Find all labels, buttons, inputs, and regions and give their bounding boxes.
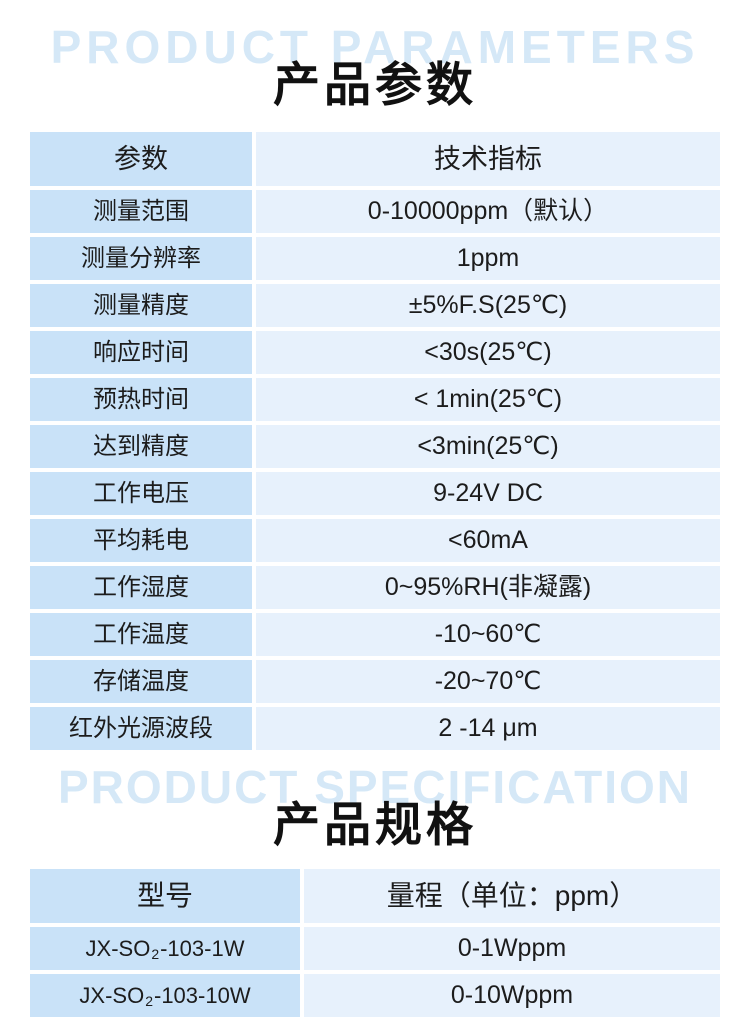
specification-table: 型号 量程（单位：ppm） JX-SO 2 -103-1W 0-1Wppm JX-S…: [30, 869, 720, 1018]
parameter-label: 工作温度: [30, 613, 252, 657]
model-prefix: JX-SO: [85, 935, 151, 961]
parameter-label: 平均耗电: [30, 519, 252, 563]
parameter-label: 响应时间: [30, 331, 252, 375]
parameters-table: 参数 技术指标 测量范围 0-10000ppm（默认） 测量分辨率 1ppm 测…: [30, 132, 720, 751]
parameter-value: 0~95%RH(非凝露): [256, 566, 720, 610]
model-suffix: -103-10W: [154, 982, 251, 1008]
parameter-label: 达到精度: [30, 425, 252, 469]
parameters-title: 产品参数: [273, 58, 477, 111]
specification-table-header-range: 量程（单位：ppm）: [304, 869, 720, 924]
parameter-value: -20~70℃: [256, 660, 720, 704]
parameter-label: 存储温度: [30, 660, 252, 704]
model-subscript: 2: [145, 993, 153, 1010]
parameter-value: 2 -14 μm: [256, 707, 720, 751]
specification-table-header-model: 型号: [30, 869, 300, 924]
parameter-value: -10~60℃: [256, 613, 720, 657]
model-suffix: -103-1W: [160, 935, 245, 961]
parameters-watermark: PRODUCT PARAMETERS: [50, 21, 700, 73]
parameter-label: 测量分辨率: [30, 237, 252, 281]
parameters-table-header-spec: 技术指标: [256, 132, 720, 187]
model-cell: JX-SO 2 -103-1W: [30, 927, 300, 971]
parameter-label: 工作湿度: [30, 566, 252, 610]
range-cell: 0-1Wppm: [304, 927, 720, 971]
parameter-value: <3min(25℃): [256, 425, 720, 469]
parameter-value: ±5%F.S(25℃): [256, 284, 720, 328]
parameter-value: < 1min(25℃): [256, 378, 720, 422]
parameter-value: <30s(25℃): [256, 331, 720, 375]
range-cell: 0-10Wppm: [304, 974, 720, 1018]
model-cell: JX-SO 2 -103-10W: [30, 974, 300, 1018]
specification-watermark: PRODUCT SPECIFICATION: [57, 761, 693, 814]
parameter-label: 红外光源波段: [30, 707, 252, 751]
parameter-value: 0-10000ppm（默认）: [256, 190, 720, 234]
model-prefix: JX-SO: [79, 982, 145, 1008]
parameter-label: 测量范围: [30, 190, 252, 234]
parameter-label: 工作电压: [30, 472, 252, 516]
specification-title: 产品规格: [273, 798, 477, 852]
parameters-table-header-parameter: 参数: [30, 132, 252, 187]
parameter-value: 9-24V DC: [256, 472, 720, 516]
parameter-value: 1ppm: [256, 237, 720, 281]
parameter-label: 测量精度: [30, 284, 252, 328]
parameter-value: <60mA: [256, 519, 720, 563]
parameter-label: 预热时间: [30, 378, 252, 422]
model-subscript: 2: [151, 946, 160, 963]
